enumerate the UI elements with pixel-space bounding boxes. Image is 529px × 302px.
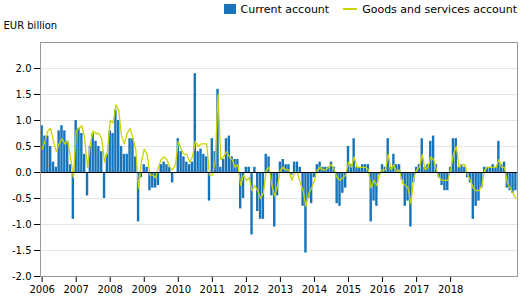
svg-text:2014: 2014	[302, 284, 327, 295]
svg-text:2017: 2017	[404, 284, 429, 295]
svg-text:2018: 2018	[438, 284, 463, 295]
svg-text:-0.5: -0.5	[12, 193, 32, 204]
svg-text:2011: 2011	[200, 284, 225, 295]
svg-text:0.0: 0.0	[16, 167, 32, 178]
html-text:Goods and services account: Goods and services account	[362, 2, 517, 16]
svg-text:0.5: 0.5	[16, 141, 32, 152]
svg-text:2015: 2015	[336, 284, 361, 295]
svg-text:EUR billion: EUR billion	[4, 20, 58, 31]
svg-text:2.0: 2.0	[16, 63, 32, 74]
svg-text:1.5: 1.5	[16, 89, 32, 100]
svg-text:-1.0: -1.0	[12, 219, 32, 230]
svg-text:2010: 2010	[166, 284, 191, 295]
svg-text:2007: 2007	[63, 284, 88, 295]
svg-text:-2.0: -2.0	[12, 271, 32, 282]
svg-text:2012: 2012	[234, 284, 259, 295]
svg-text:2016: 2016	[370, 284, 395, 295]
svg-text:-1.5: -1.5	[12, 245, 32, 256]
svg-text:2008: 2008	[97, 284, 122, 295]
svg-text:1.0: 1.0	[16, 115, 32, 126]
html-text:Current account: Current account	[240, 2, 330, 16]
svg-text:2006: 2006	[29, 284, 54, 295]
svg-text:2013: 2013	[268, 284, 293, 295]
svg-text:2009: 2009	[132, 284, 157, 295]
